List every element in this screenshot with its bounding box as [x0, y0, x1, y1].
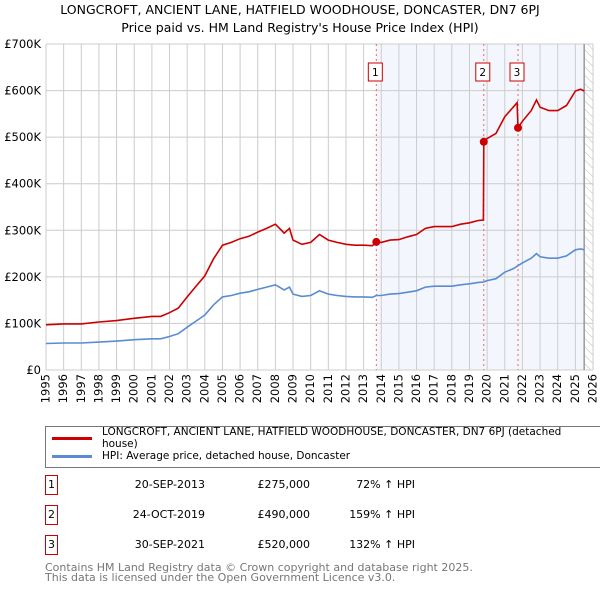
sale-hpi: 159% ↑ HPI [349, 508, 415, 521]
y-tick-label: £500K [4, 130, 41, 144]
sale-badge: 2 [45, 505, 58, 525]
y-tick-label: £600K [4, 84, 41, 98]
x-tick-label: 2001 [144, 374, 158, 403]
hpi-line [45, 248, 585, 345]
y-tick-label: £100K [4, 316, 41, 330]
sale-date: 20-SEP-2013 [134, 478, 205, 491]
x-tick-label: 2007 [250, 374, 264, 403]
property-price-line [45, 88, 585, 326]
forecast-hatch [584, 44, 593, 370]
sale-date: 30-SEP-2021 [134, 538, 205, 551]
sale-price: £520,000 [257, 538, 311, 551]
x-tick-label: 2005 [215, 374, 229, 403]
x-tick-label: 2025 [568, 374, 582, 403]
legend: LONGCROFT, ANCIENT LANE, HATFIELD WOODHO… [45, 426, 600, 468]
y-tick-label: £300K [4, 223, 41, 237]
legend-label: HPI: Average price, detached house, Donc… [102, 450, 351, 462]
x-tick-label: 2019 [462, 374, 476, 403]
sale-hpi: 132% ↑ HPI [349, 538, 415, 551]
x-tick-label: 1995 [39, 374, 53, 403]
x-tick-label: 2000 [127, 374, 141, 403]
sale-marker-label: 3 [514, 67, 521, 79]
legend-item-property: LONGCROFT, ANCIENT LANE, HATFIELD WOODHO… [52, 426, 600, 450]
x-tick-label: 1998 [91, 374, 105, 403]
sale-price: £490,000 [257, 508, 311, 521]
legend-swatch-red [52, 436, 92, 440]
x-tick-label: 2020 [480, 374, 494, 403]
x-tick-label: 2024 [550, 374, 564, 403]
footer-copyright: Contains HM Land Registry data © Crown c… [45, 561, 473, 574]
x-tick-label: 2011 [321, 374, 335, 403]
legend-swatch-blue [52, 454, 92, 458]
x-tick-label: 2022 [515, 374, 529, 403]
sale-marker-label: 1 [372, 67, 379, 79]
sale-marker-box [475, 62, 491, 82]
x-tick-label: 2010 [303, 374, 317, 403]
y-tick-label: £700K [4, 37, 41, 51]
sale-badge: 1 [45, 475, 58, 495]
sale-marker-box [509, 62, 525, 82]
sale-price: £275,000 [257, 478, 311, 491]
x-tick-label: 2014 [374, 374, 388, 403]
x-tick-label: 2008 [268, 374, 282, 403]
sale-point [372, 237, 381, 246]
legend-label: LONGCROFT, ANCIENT LANE, HATFIELD WOODHO… [101, 426, 562, 450]
x-tick-label: 2018 [444, 374, 458, 403]
chart-subtitle: Price paid vs. HM Land Registry's House … [121, 20, 479, 35]
x-tick-label: 2021 [497, 374, 511, 403]
sale-badge: 3 [45, 535, 58, 555]
x-tick-label: 1999 [109, 374, 123, 403]
x-tick-label: 2004 [197, 374, 211, 403]
sale-date: 24-OCT-2019 [132, 508, 205, 521]
x-tick-label: 2002 [162, 374, 176, 403]
sale-point [514, 123, 523, 132]
footer-licence: This data is licensed under the Open Gov… [45, 571, 396, 584]
price-chart: 1995 1996 1997 1998 1999 2000 2001 2002 2003 2004… [4, 37, 600, 403]
sale-point [479, 137, 488, 146]
legend-item-hpi: HPI: Average price, detached house, Donc… [52, 448, 350, 464]
x-tick-label: 1996 [56, 374, 70, 403]
x-tick-label: 2017 [427, 374, 441, 403]
sale-hpi: 72% ↑ HPI [356, 478, 415, 491]
sale-marker-box [367, 62, 383, 82]
x-tick-label: 2003 [180, 374, 194, 403]
x-tick-label: 2026 [586, 374, 600, 403]
y-tick-label: £200K [4, 270, 41, 284]
x-tick-label: 2016 [409, 374, 423, 403]
y-tick-label: £0 [26, 363, 41, 377]
chart-title: LONGCROFT, ANCIENT LANE, HATFIELD WOODHO… [60, 2, 540, 17]
sale-marker-label: 2 [479, 67, 486, 79]
x-tick-label: 2009 [286, 374, 300, 403]
x-tick-label: 2015 [391, 374, 405, 403]
x-tick-label: 2013 [356, 374, 370, 403]
x-tick-label: 2023 [533, 374, 547, 403]
x-tick-label: 1997 [74, 374, 88, 403]
y-tick-label: £400K [4, 177, 41, 191]
sale-period-shading [376, 44, 585, 370]
x-tick-label: 2012 [338, 374, 352, 403]
x-tick-label: 2006 [233, 374, 247, 403]
